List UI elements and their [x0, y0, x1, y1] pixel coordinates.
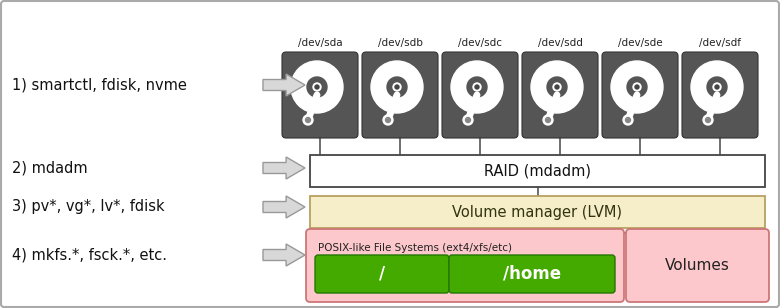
Polygon shape — [263, 74, 305, 96]
Circle shape — [451, 61, 503, 113]
Circle shape — [543, 115, 553, 125]
Circle shape — [691, 61, 743, 113]
Circle shape — [475, 85, 479, 89]
Circle shape — [383, 115, 393, 125]
Text: 1) smartctl, fdisk, nvme: 1) smartctl, fdisk, nvme — [12, 78, 187, 92]
Circle shape — [713, 83, 721, 91]
Text: /dev/sde: /dev/sde — [618, 38, 662, 48]
Circle shape — [467, 77, 487, 97]
Text: /dev/sdf: /dev/sdf — [699, 38, 741, 48]
Polygon shape — [263, 157, 305, 179]
Circle shape — [385, 117, 391, 123]
Text: /: / — [379, 265, 385, 283]
FancyBboxPatch shape — [282, 52, 358, 138]
Circle shape — [387, 77, 407, 97]
Circle shape — [555, 85, 559, 89]
Circle shape — [463, 115, 473, 125]
Polygon shape — [263, 196, 305, 218]
Circle shape — [703, 115, 713, 125]
FancyBboxPatch shape — [306, 229, 624, 302]
Circle shape — [635, 85, 639, 89]
FancyBboxPatch shape — [682, 52, 758, 138]
Circle shape — [633, 83, 641, 91]
FancyBboxPatch shape — [522, 52, 598, 138]
Polygon shape — [263, 244, 305, 266]
Circle shape — [291, 61, 343, 113]
Circle shape — [715, 85, 719, 89]
Text: 4) mkfs.*, fsck.*, etc.: 4) mkfs.*, fsck.*, etc. — [12, 248, 167, 262]
Text: /dev/sdd: /dev/sdd — [537, 38, 583, 48]
Circle shape — [531, 61, 583, 113]
Circle shape — [315, 85, 319, 89]
FancyBboxPatch shape — [362, 52, 438, 138]
FancyBboxPatch shape — [310, 155, 765, 187]
Circle shape — [553, 83, 561, 91]
Text: Volume manager (LVM): Volume manager (LVM) — [452, 205, 622, 220]
Circle shape — [313, 83, 321, 91]
FancyBboxPatch shape — [602, 52, 678, 138]
Circle shape — [466, 117, 470, 123]
Circle shape — [473, 83, 481, 91]
Text: Volumes: Volumes — [665, 258, 730, 273]
Text: /dev/sdb: /dev/sdb — [378, 38, 423, 48]
Circle shape — [626, 117, 630, 123]
Text: POSIX-like File Systems (ext4/xfs/etc): POSIX-like File Systems (ext4/xfs/etc) — [318, 243, 512, 253]
Circle shape — [371, 61, 423, 113]
Circle shape — [545, 117, 551, 123]
Circle shape — [705, 117, 711, 123]
FancyBboxPatch shape — [626, 229, 769, 302]
Text: /home: /home — [503, 265, 561, 283]
Circle shape — [307, 77, 327, 97]
Text: 2) mdadm: 2) mdadm — [12, 160, 87, 176]
Circle shape — [306, 117, 310, 123]
FancyBboxPatch shape — [310, 196, 765, 228]
Text: /dev/sda: /dev/sda — [298, 38, 342, 48]
Circle shape — [623, 115, 633, 125]
Circle shape — [393, 83, 401, 91]
Circle shape — [547, 77, 567, 97]
Text: /dev/sdc: /dev/sdc — [458, 38, 502, 48]
FancyBboxPatch shape — [442, 52, 518, 138]
FancyBboxPatch shape — [315, 255, 449, 293]
Circle shape — [611, 61, 663, 113]
Circle shape — [707, 77, 727, 97]
Circle shape — [303, 115, 313, 125]
Text: RAID (mdadm): RAID (mdadm) — [484, 164, 591, 179]
FancyBboxPatch shape — [449, 255, 615, 293]
Text: 3) pv*, vg*, lv*, fdisk: 3) pv*, vg*, lv*, fdisk — [12, 200, 165, 214]
Circle shape — [395, 85, 399, 89]
Circle shape — [627, 77, 647, 97]
